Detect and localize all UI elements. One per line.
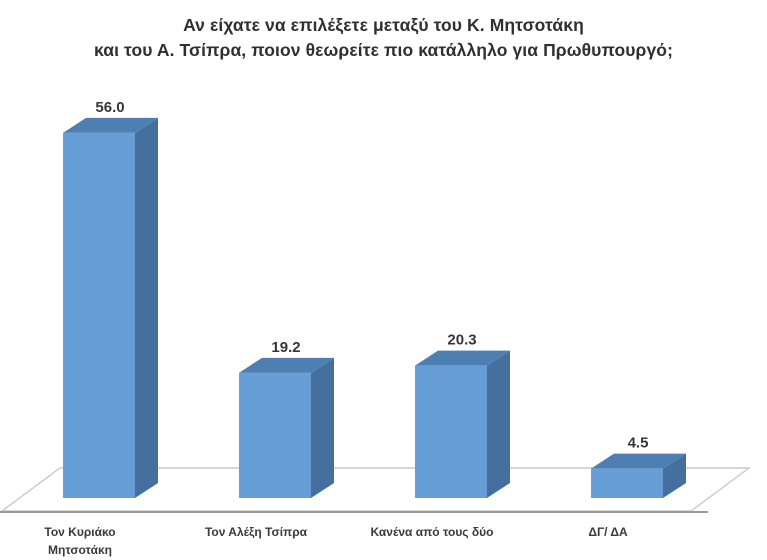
value-label: 19.2 — [271, 339, 300, 356]
category-label: Τον Αλέξη Τσίπρα — [205, 525, 308, 539]
value-label: 4.5 — [628, 435, 649, 452]
bar-front-face — [415, 365, 487, 498]
chart-title-line1: Αν είχατε να επιλέξετε μεταξύ του Κ. Μητ… — [183, 15, 584, 35]
value-label: 56.0 — [95, 99, 124, 116]
bar-side-face — [135, 117, 158, 498]
value-label: 20.3 — [447, 332, 476, 349]
category-label: ΔΓ/ ΔΑ — [588, 525, 628, 539]
bar-front-face — [239, 372, 311, 498]
bar-front-face — [591, 468, 663, 498]
bar-top-face — [415, 350, 510, 366]
bar-side-face — [663, 453, 686, 498]
bar-top-face — [239, 357, 334, 373]
category-label: Μητσοτάκη — [48, 543, 112, 557]
bar-side-face — [487, 350, 510, 498]
bar-front-face — [63, 132, 135, 498]
chart-title: Αν είχατε να επιλέξετε μεταξύ του Κ. Μητ… — [0, 13, 767, 63]
bar-top-face — [591, 453, 686, 469]
category-label: Κανένα από τους δύο — [371, 525, 494, 539]
bar-top-face — [63, 117, 158, 133]
chart-title-line2: και του Α. Τσίπρα, ποιον θεωρείτε πιο κα… — [93, 39, 674, 60]
category-label: Τον Κυριάκο — [44, 525, 115, 539]
bar-side-face — [311, 357, 334, 498]
